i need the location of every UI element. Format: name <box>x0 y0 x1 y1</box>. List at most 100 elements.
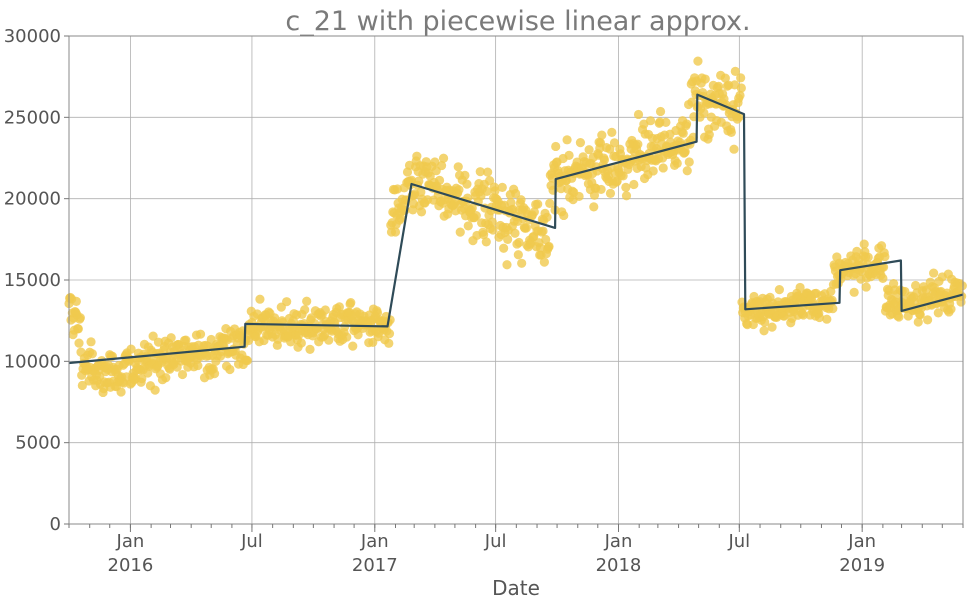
scatter-point <box>460 170 470 180</box>
scatter-point <box>346 298 356 308</box>
scatter-point <box>475 167 485 177</box>
scatter-point <box>116 387 126 397</box>
scatter-point <box>75 313 85 323</box>
scatter-point <box>910 280 921 291</box>
scatter-point <box>878 262 889 272</box>
x-tick-label: Jul <box>727 531 750 552</box>
scatter-point <box>488 225 498 235</box>
scatter-point <box>502 260 512 270</box>
scatter-point <box>672 158 682 168</box>
scatter-point <box>225 364 235 375</box>
scatter-point <box>195 329 206 339</box>
scatter-point <box>680 146 690 157</box>
approx-line <box>68 93 964 365</box>
scatter-point <box>193 360 203 371</box>
scatter-point <box>209 368 220 379</box>
scatter-point <box>334 302 345 312</box>
scatter-point <box>822 314 832 324</box>
scatter-point <box>454 185 464 195</box>
y-tick-label: 10000 <box>4 351 61 372</box>
scatter-point <box>607 127 617 138</box>
scatter-point <box>621 191 632 201</box>
scatter-point <box>510 228 520 238</box>
scatter-point <box>255 294 265 304</box>
scatter-point <box>73 324 83 334</box>
scatter-point <box>516 195 526 205</box>
x-year-label: 2019 <box>839 555 885 576</box>
scatter-point <box>760 317 770 327</box>
scatter-point <box>957 281 967 291</box>
scatter-point <box>305 344 315 355</box>
scatter-point <box>137 374 147 384</box>
scatter-point <box>655 106 666 117</box>
scatter-point <box>479 230 489 240</box>
scatter-point <box>499 243 509 253</box>
scatter-point <box>621 182 631 192</box>
y-tick-label: 25000 <box>4 107 61 128</box>
scatter-point <box>542 212 552 222</box>
scatter-point <box>933 308 943 318</box>
scatter-point <box>629 179 639 190</box>
scatter-point <box>562 135 572 145</box>
x-tick-label: Jul <box>240 531 263 552</box>
scatter-point <box>353 330 363 340</box>
scatter-point <box>876 241 887 251</box>
scatter-point <box>384 329 395 339</box>
scatter-point <box>77 380 87 391</box>
scatter-point <box>300 305 310 315</box>
scatter-point <box>681 119 692 129</box>
scatter-point <box>946 304 956 314</box>
scatter-point <box>497 182 507 192</box>
x-tick-label: Jan <box>847 531 876 552</box>
scatter-point <box>828 304 838 314</box>
scatter-point <box>693 56 703 66</box>
scatter-point <box>700 74 710 84</box>
scatter-point <box>434 175 445 185</box>
scatter-point <box>396 213 406 223</box>
scatter-point <box>490 186 500 196</box>
scatter-point <box>539 257 549 267</box>
scatter-point <box>894 312 904 322</box>
scatter-point <box>735 90 745 101</box>
scatter-point <box>849 287 859 297</box>
scatter-point <box>599 155 610 165</box>
scatter-point <box>71 296 81 307</box>
scatter-point <box>541 234 551 245</box>
scatter-point <box>86 337 96 347</box>
y-tick-label: 20000 <box>4 189 61 210</box>
scatter-point <box>736 73 746 83</box>
scatter-point <box>798 310 809 320</box>
scatter-point <box>436 160 447 171</box>
y-tick-label: 15000 <box>4 270 61 291</box>
scatter-point <box>511 188 521 199</box>
scatter-point <box>467 203 477 213</box>
scatter-point <box>296 338 306 348</box>
scatter-point <box>471 211 481 221</box>
scatter-point <box>485 175 495 186</box>
x-axis-label: Date <box>492 576 540 600</box>
scatter-point <box>633 109 644 120</box>
scatter-point <box>503 234 513 244</box>
scatter-point <box>734 112 744 122</box>
scatter-point <box>544 241 554 252</box>
x-tick-label: Jan <box>604 531 633 552</box>
x-tick-label: Jan <box>116 531 145 552</box>
scatter-point <box>880 252 890 262</box>
scatter-point <box>320 305 330 315</box>
scatter-point <box>596 184 606 195</box>
scatter-point <box>348 341 358 351</box>
scatter-point <box>545 198 555 209</box>
scatter-point <box>605 188 616 198</box>
scatter-point <box>915 310 925 320</box>
scatter-point <box>767 322 777 332</box>
scatter-point <box>514 237 524 248</box>
scatter-point <box>923 315 933 325</box>
scatter-point <box>729 144 739 154</box>
scatter-point <box>455 227 465 237</box>
scatter-point <box>177 369 188 380</box>
scatter-point <box>609 138 620 148</box>
scatter-point <box>487 217 497 227</box>
scatter-point <box>661 117 671 127</box>
scatter-point <box>720 73 730 83</box>
